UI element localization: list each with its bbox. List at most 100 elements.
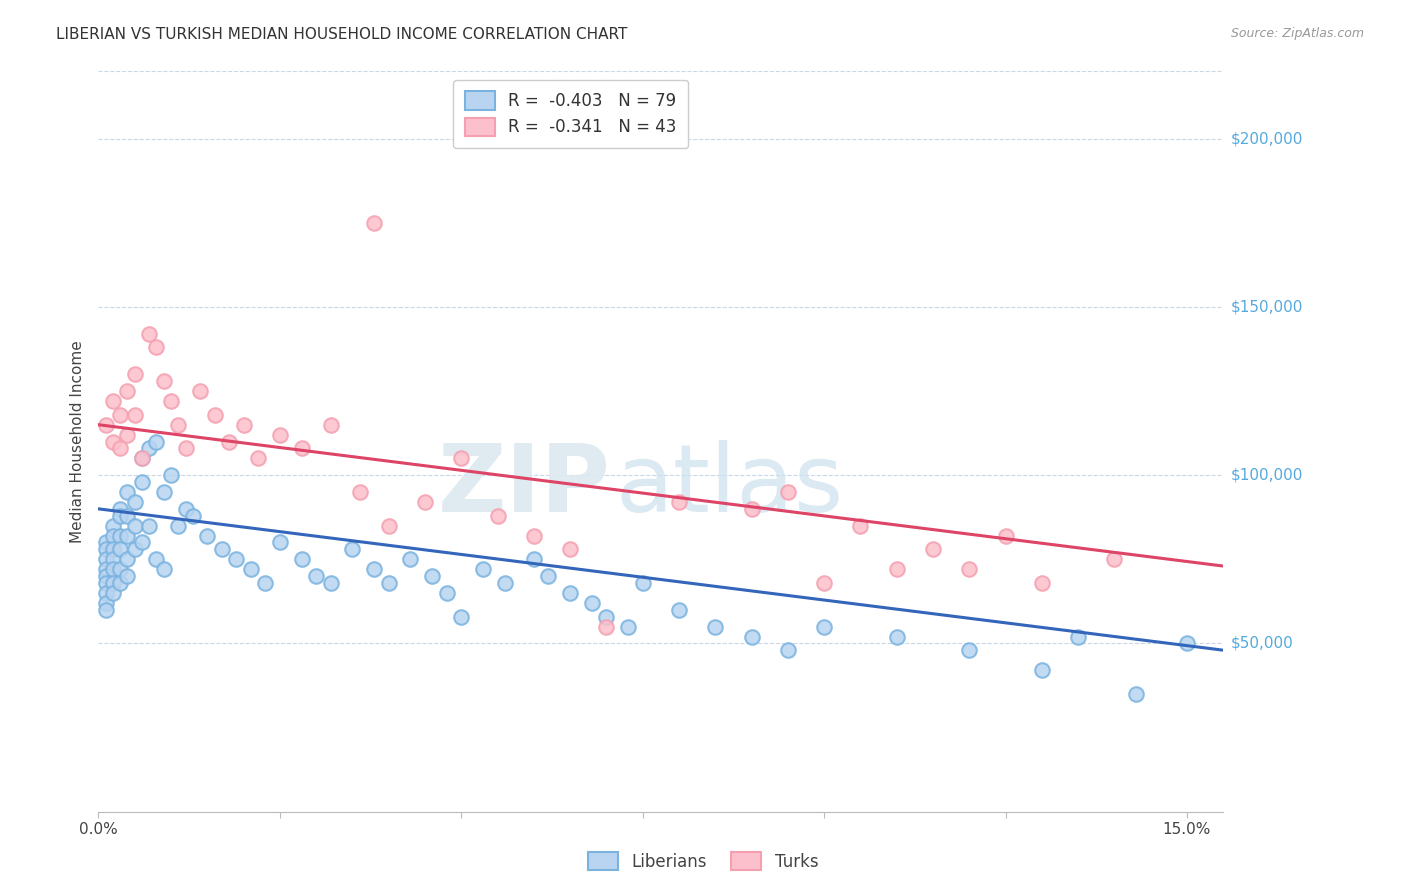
Point	[377, 575, 399, 590]
Point	[117, 427, 139, 442]
Point	[131, 535, 153, 549]
Point	[160, 468, 183, 483]
Point	[558, 542, 581, 557]
Point	[181, 508, 204, 523]
Point	[363, 216, 385, 230]
Point	[94, 586, 117, 600]
Point	[108, 508, 131, 523]
Y-axis label: Median Household Income: Median Household Income	[69, 340, 84, 543]
Point	[167, 417, 190, 432]
Point	[486, 508, 509, 523]
Point	[145, 434, 167, 449]
Point	[204, 408, 226, 422]
Point	[94, 535, 117, 549]
Point	[211, 542, 233, 557]
Point	[595, 609, 617, 624]
Point	[1175, 636, 1198, 650]
Point	[631, 575, 654, 590]
Point	[108, 529, 131, 543]
Point	[413, 495, 436, 509]
Point	[849, 518, 872, 533]
Point	[1031, 575, 1053, 590]
Point	[188, 384, 211, 398]
Point	[776, 485, 799, 500]
Point	[450, 451, 472, 466]
Point	[813, 619, 835, 633]
Point	[1125, 687, 1147, 701]
Point	[117, 485, 139, 500]
Point	[124, 495, 146, 509]
Point	[108, 501, 131, 516]
Point	[776, 643, 799, 657]
Point	[174, 442, 197, 456]
Text: $50,000: $50,000	[1230, 636, 1294, 651]
Point	[101, 542, 124, 557]
Point	[124, 368, 146, 382]
Point	[108, 442, 131, 456]
Text: ZIP: ZIP	[437, 440, 610, 532]
Point	[94, 417, 117, 432]
Point	[420, 569, 443, 583]
Point	[117, 552, 139, 566]
Point	[342, 542, 364, 557]
Text: Source: ZipAtlas.com: Source: ZipAtlas.com	[1230, 27, 1364, 40]
Point	[94, 575, 117, 590]
Point	[1067, 630, 1090, 644]
Text: $200,000: $200,000	[1230, 131, 1303, 146]
Point	[117, 529, 139, 543]
Point	[101, 575, 124, 590]
Point	[668, 495, 690, 509]
Point	[117, 384, 139, 398]
Point	[668, 603, 690, 617]
Legend: Liberians, Turks: Liberians, Turks	[579, 844, 827, 880]
Point	[117, 508, 139, 523]
Text: LIBERIAN VS TURKISH MEDIAN HOUSEHOLD INCOME CORRELATION CHART: LIBERIAN VS TURKISH MEDIAN HOUSEHOLD INC…	[56, 27, 627, 42]
Point	[160, 394, 183, 409]
Point	[124, 542, 146, 557]
Point	[138, 326, 160, 341]
Point	[145, 552, 167, 566]
Point	[145, 340, 167, 354]
Point	[218, 434, 240, 449]
Point	[152, 485, 174, 500]
Point	[994, 529, 1017, 543]
Point	[108, 542, 131, 557]
Point	[957, 562, 980, 576]
Point	[291, 442, 314, 456]
Point	[174, 501, 197, 516]
Point	[131, 451, 153, 466]
Point	[922, 542, 945, 557]
Point	[254, 575, 277, 590]
Point	[291, 552, 314, 566]
Point	[108, 575, 131, 590]
Point	[741, 630, 763, 644]
Point	[232, 417, 254, 432]
Point	[101, 394, 124, 409]
Point	[595, 619, 617, 633]
Point	[131, 475, 153, 489]
Point	[138, 442, 160, 456]
Point	[94, 603, 117, 617]
Point	[349, 485, 371, 500]
Point	[195, 529, 218, 543]
Point	[94, 596, 117, 610]
Text: $100,000: $100,000	[1230, 467, 1303, 483]
Point	[124, 408, 146, 422]
Text: $150,000: $150,000	[1230, 300, 1303, 314]
Point	[537, 569, 560, 583]
Point	[94, 542, 117, 557]
Point	[101, 434, 124, 449]
Point	[108, 408, 131, 422]
Point	[247, 451, 270, 466]
Point	[152, 374, 174, 388]
Point	[269, 427, 291, 442]
Text: atlas: atlas	[616, 440, 844, 532]
Point	[319, 417, 342, 432]
Point	[138, 518, 160, 533]
Point	[377, 518, 399, 533]
Point	[131, 451, 153, 466]
Point	[319, 575, 342, 590]
Point	[450, 609, 472, 624]
Point	[617, 619, 640, 633]
Point	[741, 501, 763, 516]
